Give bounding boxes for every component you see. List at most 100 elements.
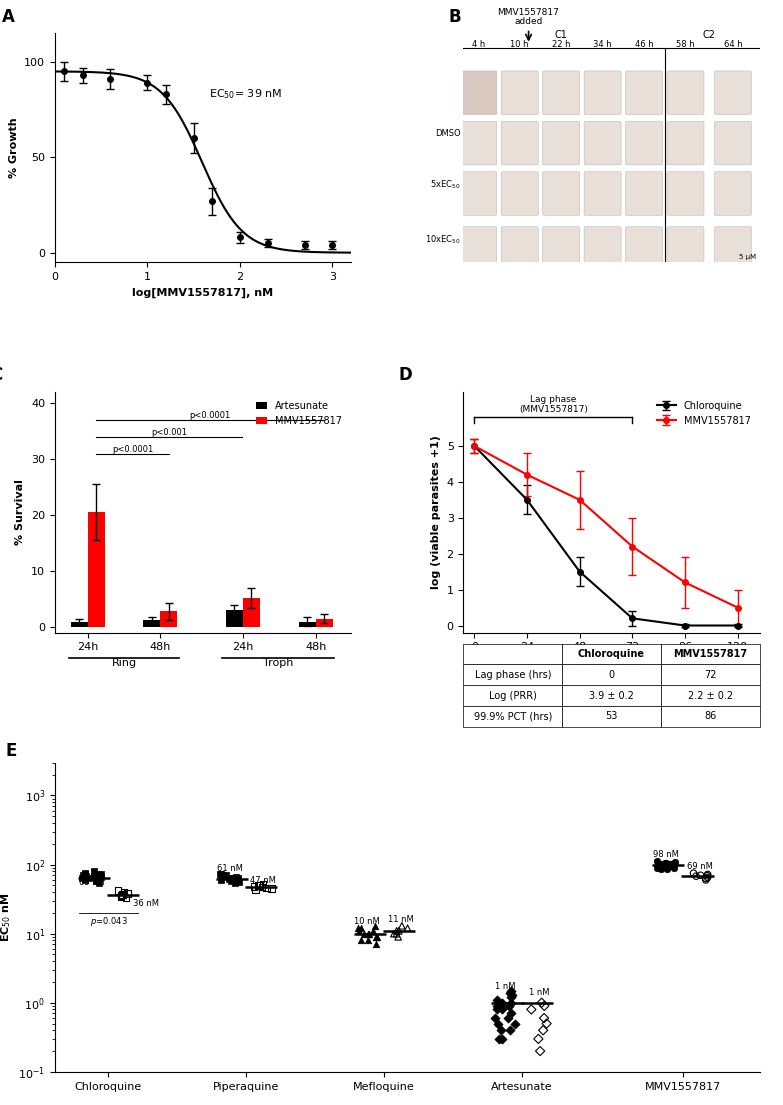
- Point: [117, 885, 129, 903]
- Point: [491, 1014, 503, 1032]
- Text: DMSO: DMSO: [435, 129, 460, 138]
- Bar: [161, 611, 178, 628]
- FancyBboxPatch shape: [501, 171, 538, 215]
- FancyBboxPatch shape: [626, 227, 662, 271]
- Point: [83, 869, 96, 886]
- Point: [358, 925, 370, 943]
- Point: [222, 871, 235, 888]
- Bar: [143, 620, 161, 628]
- Point: [265, 880, 277, 897]
- Point: [392, 928, 405, 946]
- Point: [660, 861, 673, 878]
- Point: [656, 857, 669, 875]
- Point: [79, 864, 92, 882]
- Text: 10 nM: 10 nM: [355, 916, 381, 926]
- Text: EC$_{50}$= 39 nM: EC$_{50}$= 39 nM: [209, 87, 282, 101]
- FancyBboxPatch shape: [501, 122, 538, 165]
- FancyBboxPatch shape: [626, 122, 662, 165]
- Point: [503, 1021, 516, 1039]
- Legend: Artesunate, MMV1557817: Artesunate, MMV1557817: [252, 397, 346, 430]
- Point: [702, 865, 714, 883]
- Point: [652, 859, 665, 876]
- FancyBboxPatch shape: [460, 171, 496, 215]
- FancyBboxPatch shape: [460, 227, 496, 271]
- Point: [353, 922, 366, 939]
- Text: MMV1557817: MMV1557817: [498, 8, 560, 17]
- Point: [495, 1021, 507, 1039]
- Point: [88, 862, 100, 880]
- Point: [699, 871, 712, 888]
- Y-axis label: % Growth: % Growth: [9, 117, 19, 178]
- Point: [249, 881, 262, 898]
- Point: [87, 867, 99, 885]
- Point: [504, 1004, 517, 1022]
- X-axis label: Time (hrs): Time (hrs): [579, 657, 644, 667]
- Point: [503, 997, 515, 1014]
- Point: [80, 867, 92, 885]
- Point: [370, 928, 382, 946]
- Point: [225, 872, 237, 890]
- FancyBboxPatch shape: [714, 227, 752, 271]
- Point: [402, 919, 414, 937]
- Text: D: D: [399, 366, 412, 385]
- Point: [493, 1030, 506, 1048]
- FancyBboxPatch shape: [460, 122, 496, 165]
- Point: [658, 856, 670, 874]
- Text: 5 μM: 5 μM: [739, 254, 756, 260]
- Point: [695, 866, 707, 884]
- Text: Troph: Troph: [263, 659, 294, 669]
- Point: [115, 888, 128, 906]
- Point: [117, 883, 130, 901]
- Point: [252, 876, 265, 894]
- Point: [505, 993, 518, 1011]
- Point: [215, 872, 228, 890]
- Point: [496, 1030, 508, 1048]
- Point: [390, 925, 402, 943]
- Y-axis label: % Survival: % Survival: [16, 480, 25, 546]
- FancyBboxPatch shape: [714, 171, 752, 215]
- FancyBboxPatch shape: [667, 71, 704, 115]
- Y-axis label: EC$_{50}$ nM: EC$_{50}$ nM: [0, 892, 13, 943]
- Point: [355, 932, 367, 949]
- FancyBboxPatch shape: [501, 71, 538, 115]
- Text: 36 nM: 36 nM: [133, 899, 159, 908]
- FancyBboxPatch shape: [714, 122, 752, 165]
- Point: [392, 922, 405, 939]
- Bar: [70, 621, 88, 628]
- Point: [247, 877, 260, 895]
- Point: [655, 857, 667, 875]
- Point: [536, 993, 548, 1011]
- Point: [538, 997, 550, 1014]
- Text: 34 h: 34 h: [594, 40, 612, 50]
- Point: [525, 1001, 538, 1019]
- Text: 64 h: 64 h: [723, 40, 742, 50]
- Point: [668, 860, 680, 877]
- Point: [490, 991, 503, 1009]
- Point: [687, 864, 700, 882]
- Point: [662, 855, 675, 873]
- Point: [363, 925, 376, 943]
- Point: [223, 869, 236, 886]
- Text: p<0.0001: p<0.0001: [189, 411, 231, 420]
- Point: [655, 855, 668, 873]
- Text: 1 nM: 1 nM: [529, 988, 549, 997]
- X-axis label: log[MMV1557817], nM: log[MMV1557817], nM: [132, 287, 273, 298]
- FancyBboxPatch shape: [584, 71, 621, 115]
- Point: [77, 866, 89, 884]
- Point: [78, 870, 91, 887]
- Text: B: B: [449, 8, 461, 25]
- FancyBboxPatch shape: [584, 171, 621, 215]
- Text: p<0.0001: p<0.0001: [112, 445, 153, 454]
- Point: [537, 1021, 550, 1039]
- Point: [256, 878, 269, 896]
- FancyBboxPatch shape: [543, 171, 579, 215]
- Point: [669, 853, 681, 871]
- Point: [489, 1009, 502, 1027]
- Point: [120, 890, 132, 907]
- Text: added: added: [514, 18, 543, 27]
- FancyBboxPatch shape: [584, 122, 621, 165]
- Point: [370, 936, 382, 954]
- Point: [651, 856, 664, 874]
- Point: [662, 855, 675, 873]
- Point: [92, 874, 105, 892]
